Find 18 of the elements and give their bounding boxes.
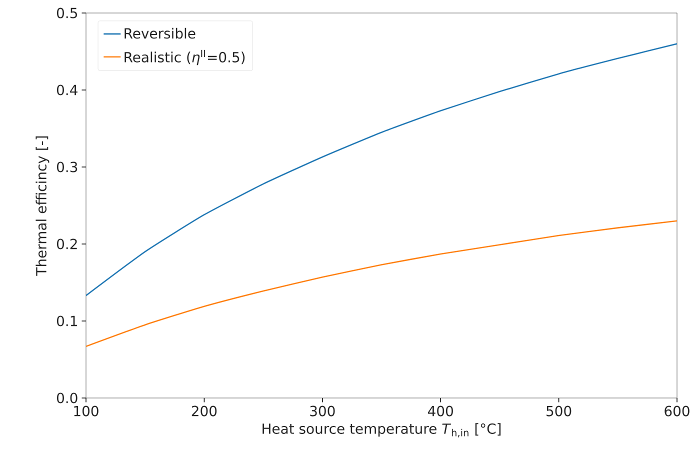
x-tick-label: 600 bbox=[664, 406, 690, 416]
x-tick-label: 300 bbox=[310, 406, 335, 416]
legend-label: Reversible bbox=[124, 28, 196, 39]
x-tick-label: 500 bbox=[546, 406, 572, 416]
y-tick-label: 0.2 bbox=[56, 238, 77, 250]
y-tick-label: 0.3 bbox=[56, 162, 78, 172]
line-series bbox=[86, 220, 678, 348]
x-tick-label: 200 bbox=[192, 406, 217, 416]
x-tick-label: 100 bbox=[74, 406, 98, 416]
legend-label: Realistic (η$^{II}$=0.5) bbox=[124, 50, 245, 66]
line-series bbox=[86, 43, 678, 296]
y-tick-label: 0.5 bbox=[56, 8, 78, 18]
y-tick-label: 0.1 bbox=[56, 316, 77, 326]
y-tick-label: 0.0 bbox=[56, 392, 78, 404]
x-axis-title: Heat source temperature T$_{h,in}$ [°C] bbox=[262, 423, 501, 438]
y-axis-title: Thermal efficincy [-] bbox=[36, 136, 50, 276]
y-tick-label: 0.4 bbox=[56, 84, 78, 96]
x-tick-label: 400 bbox=[428, 406, 453, 416]
